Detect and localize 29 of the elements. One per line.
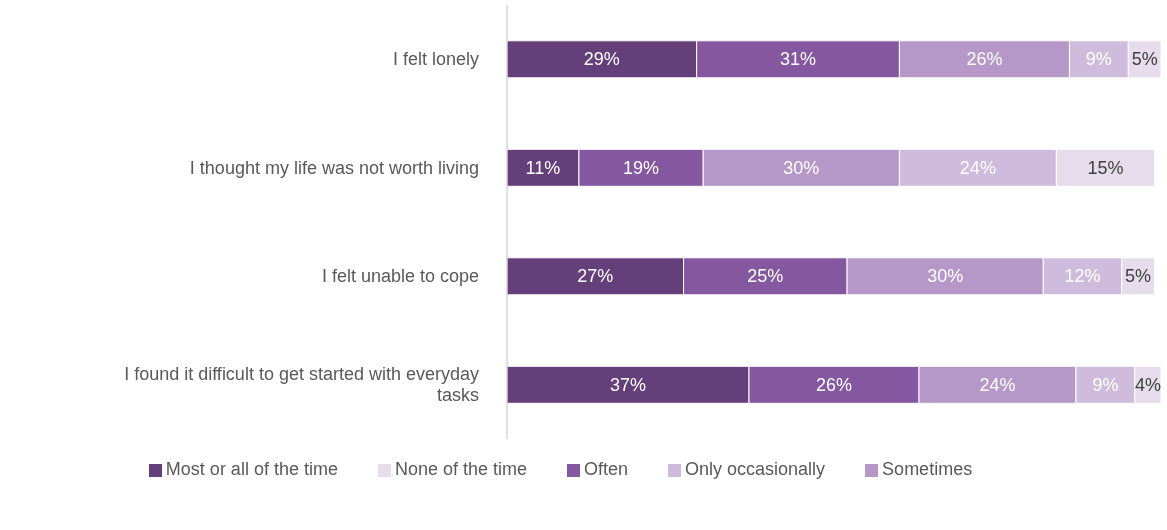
legend-label: None of the time	[394, 459, 528, 479]
y-tick-label: I found it difficult to get started with everyday tasks	[124, 364, 479, 406]
data-label: 15%	[1087, 157, 1124, 178]
data-label: 27%	[577, 266, 614, 287]
y-tick-label: I thought my life was not worth living	[189, 157, 479, 178]
data-label: 29%	[583, 49, 620, 70]
legend-label: Often	[584, 459, 629, 479]
data-label: 9%	[1092, 374, 1119, 395]
data-label: 30%	[927, 266, 964, 287]
data-label: 5%	[1125, 266, 1152, 287]
legend-label: Sometimes	[882, 459, 973, 479]
data-label: 11%	[525, 157, 561, 178]
data-label: 19%	[623, 157, 660, 178]
data-label: 24%	[979, 374, 1016, 395]
legend-label: Only occasionally	[685, 459, 826, 479]
data-label: 37%	[609, 374, 647, 395]
data-label: 4%	[1134, 374, 1161, 395]
data-label: 24%	[959, 157, 996, 178]
data-label: 12%	[1064, 266, 1101, 287]
data-label: 9%	[1085, 49, 1112, 70]
legend-label: Most or all of the time	[165, 459, 338, 479]
data-label: 31%	[780, 49, 817, 70]
data-label: 25%	[747, 266, 784, 287]
data-label: 26%	[815, 374, 853, 395]
data-label: 26%	[966, 49, 1003, 70]
data-label: 30%	[783, 157, 820, 178]
y-tick-label: I felt unable to cope	[321, 266, 479, 287]
y-tick-label: I felt lonely	[392, 49, 479, 70]
data-label: 5%	[1131, 49, 1158, 70]
